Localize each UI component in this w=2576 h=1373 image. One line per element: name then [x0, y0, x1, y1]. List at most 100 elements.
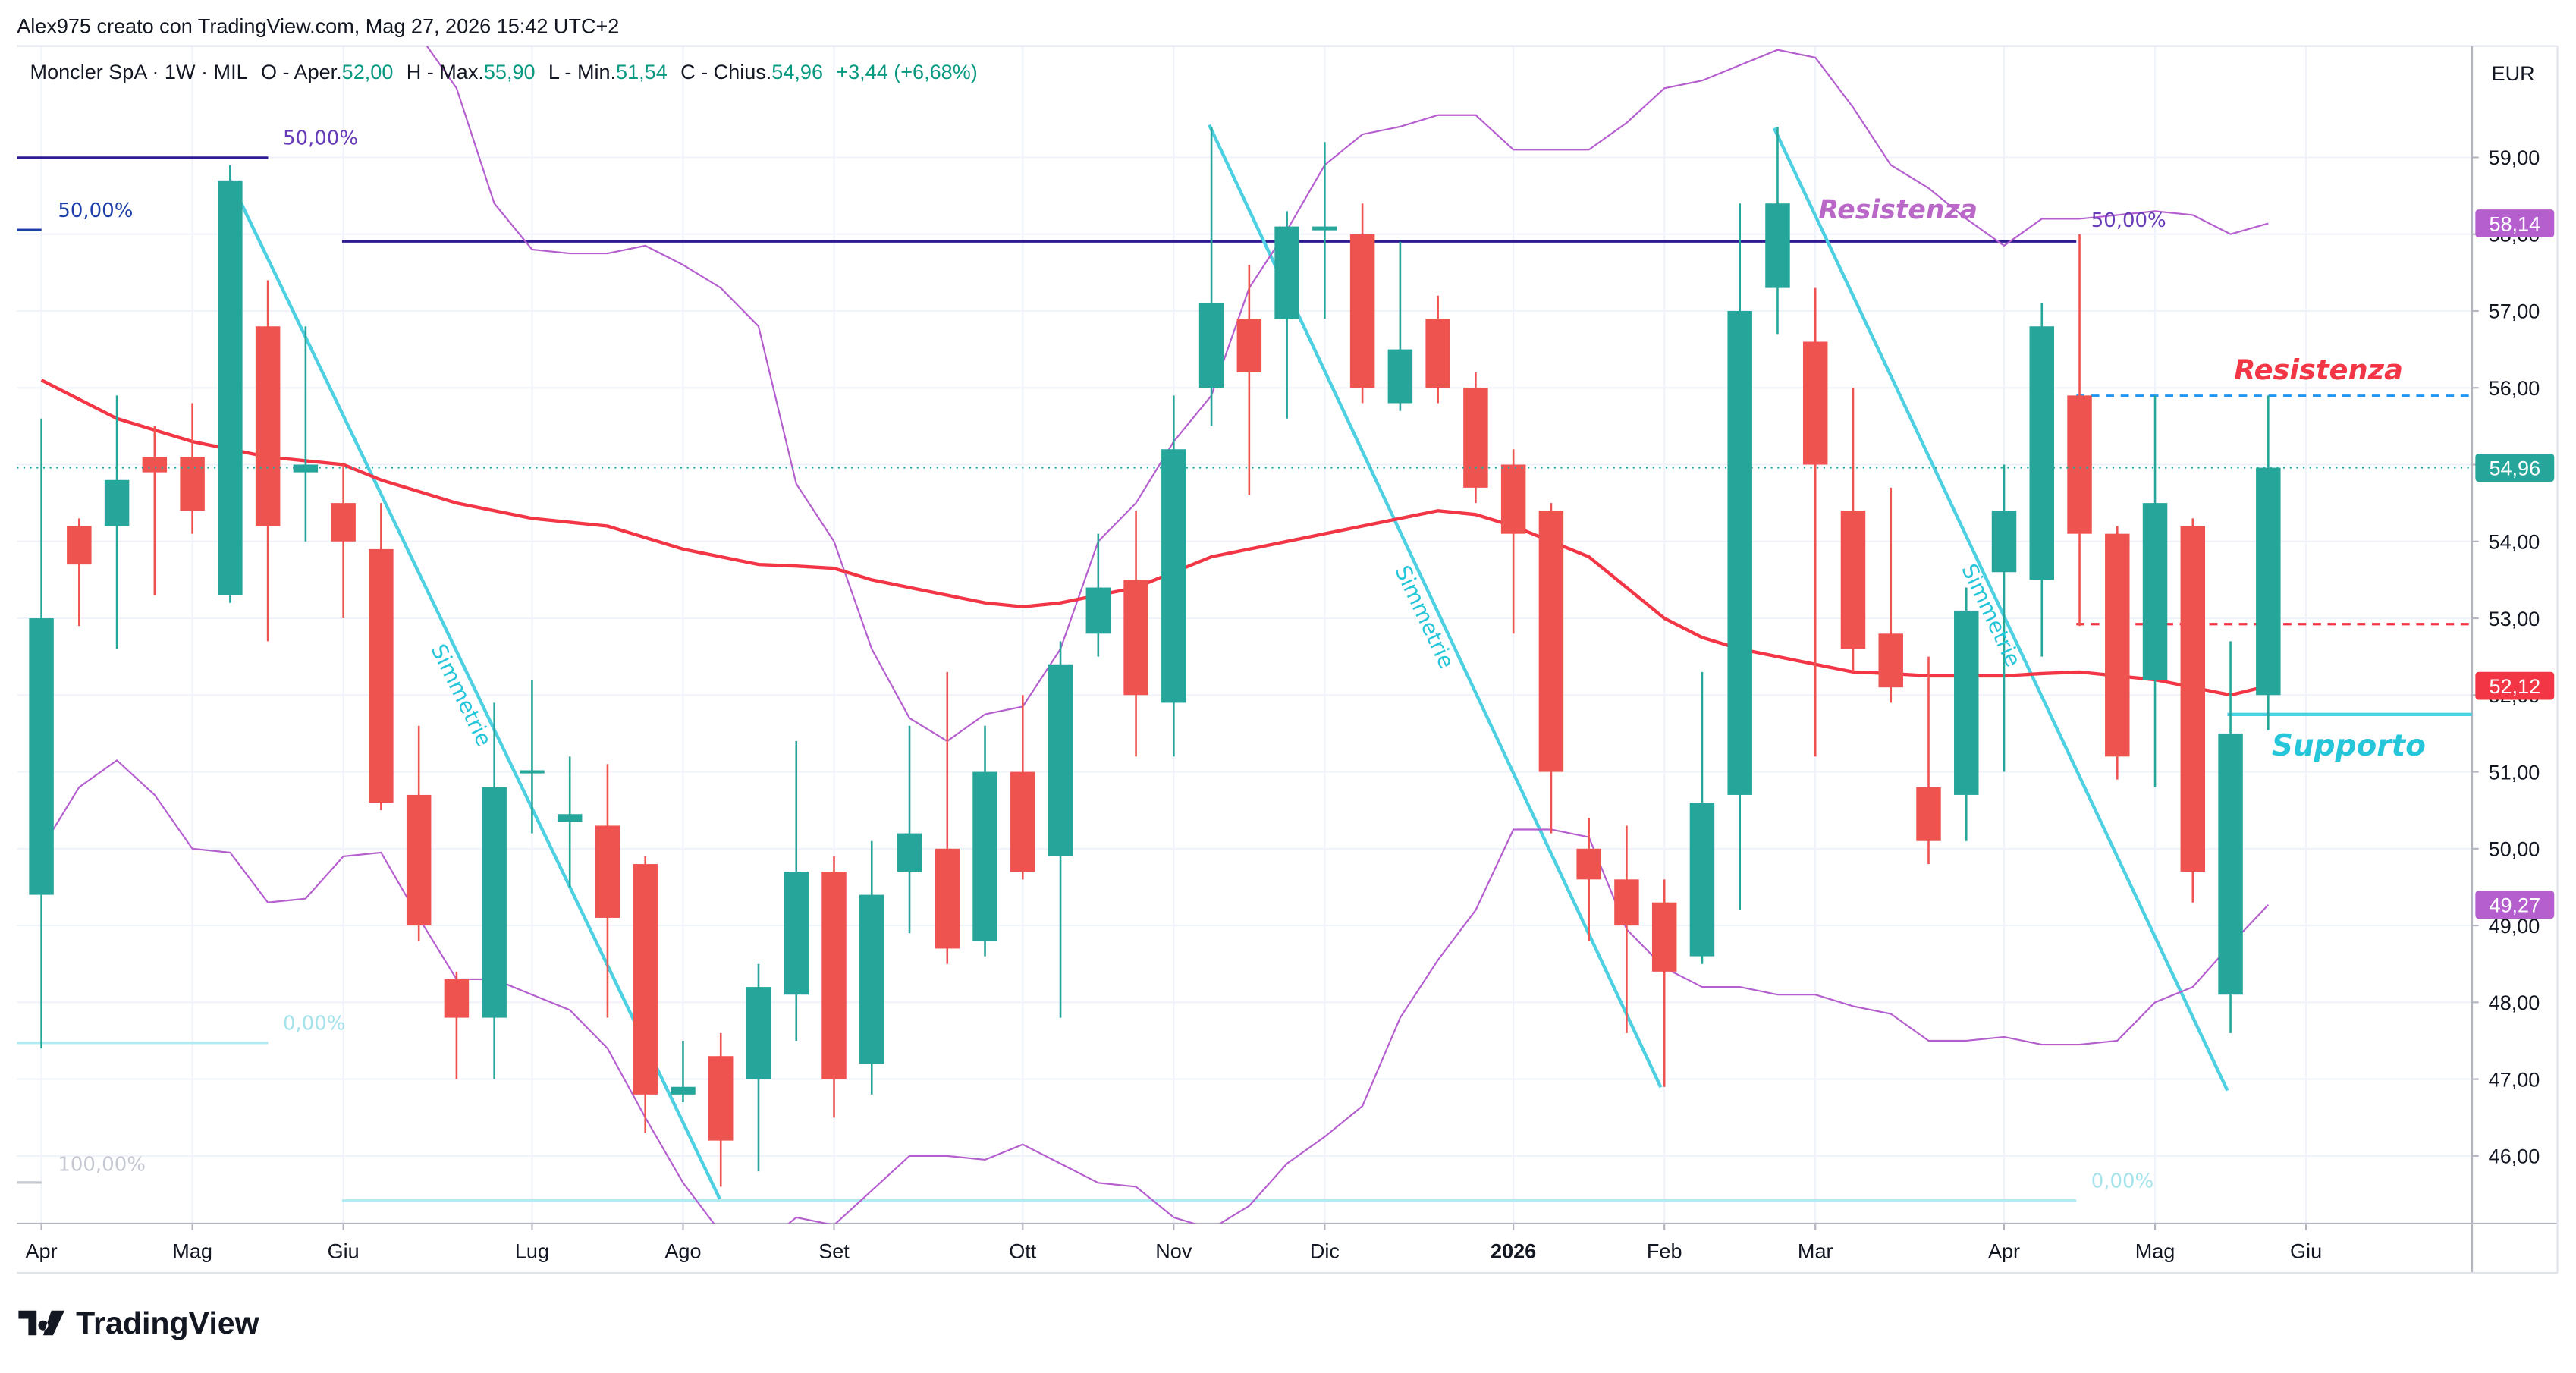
x-tick-label: Apr — [26, 1239, 58, 1262]
y-tick-label: 56,00 — [2489, 377, 2540, 400]
axes: 46,0047,0048,0049,0050,0051,0052,0053,00… — [26, 146, 2555, 1262]
lower-band-tag: 49,27 — [2489, 894, 2540, 916]
candle-body — [671, 1086, 696, 1095]
legend-item: 51,54 — [616, 61, 668, 83]
candle-body — [218, 180, 243, 595]
x-tick-label: Mag — [2135, 1239, 2175, 1262]
candle-body — [520, 770, 545, 774]
plot: 50,00% 50,00% 0,00% 100,00% 50,00% 0,00%… — [17, 46, 2473, 1224]
candle-body — [557, 814, 583, 822]
candle-body — [633, 864, 658, 1095]
legend-item: 52,00 — [342, 61, 394, 83]
last-price-tag-box — [2475, 454, 2555, 482]
y-tick-label: 53,00 — [2489, 608, 2540, 630]
candle-body — [2218, 733, 2243, 995]
candle-body — [444, 979, 470, 1018]
candle-body — [595, 825, 620, 918]
credit: Alex975 creato con TradingView.com, Mag … — [17, 14, 619, 37]
candle-body — [2029, 326, 2055, 580]
fib-label: 100,00% — [58, 1154, 146, 1177]
logo: TradingView — [18, 1305, 260, 1340]
y-tick-label: 48,00 — [2489, 991, 2540, 1014]
x-tick-label: Set — [818, 1239, 850, 1262]
candle-body — [1802, 341, 1828, 465]
x-tick-label: Giu — [328, 1239, 360, 1262]
y-tick-label: 51,00 — [2489, 761, 2540, 784]
candle-body — [255, 326, 281, 526]
candle-body — [29, 618, 54, 895]
currency: EUR — [2492, 62, 2535, 85]
brand: TradingView — [76, 1305, 260, 1340]
candle-body — [1198, 303, 1224, 388]
lower-band-tag-box — [2475, 891, 2555, 919]
y-tick-label: 50,00 — [2489, 838, 2540, 861]
candle-body — [746, 987, 771, 1079]
fib-label: 0,00% — [283, 1013, 346, 1035]
candle-body — [1765, 203, 1790, 288]
x-tick-label: 2026 — [1491, 1239, 1536, 1262]
candle-body — [1349, 234, 1375, 388]
x-tick-label: Mar — [1798, 1239, 1833, 1262]
candle-body — [2256, 467, 2281, 696]
upper-band-tag-box — [2475, 209, 2555, 237]
legend-item: H - Max. — [407, 61, 484, 83]
legend: Moncler SpA · 1W · MIL O - Aper.52,00 H - … — [30, 61, 978, 83]
fib-label: 50,00% — [2091, 209, 2166, 232]
candle-body — [2105, 533, 2130, 757]
candle-body — [972, 771, 997, 941]
resistance-label: Resistenza — [1818, 195, 1978, 225]
candle-body — [1236, 319, 1262, 372]
candle-body — [859, 894, 884, 1064]
candle-body — [1274, 226, 1299, 319]
y-tick-label: 47,00 — [2489, 1068, 2540, 1091]
candle-body — [1651, 902, 1677, 972]
candle-body — [1312, 226, 1337, 231]
candle-body — [482, 787, 507, 1018]
candle-body — [1425, 319, 1450, 388]
candle-body — [1727, 310, 1752, 795]
y-tick-label: 59,00 — [2489, 146, 2540, 169]
resistance-label: Resistenza — [2234, 353, 2403, 386]
candle-body — [1500, 464, 1526, 534]
legend-item: C - Chius. — [680, 61, 771, 83]
candle-body — [1954, 610, 1979, 795]
fib-label: 0,00% — [2091, 1170, 2154, 1192]
candle-body — [1878, 633, 1903, 688]
fib-label: 50,00% — [58, 200, 133, 222]
legend-item: O - Aper. — [261, 61, 342, 83]
x-tick-label: Feb — [1647, 1239, 1682, 1262]
candle-body — [1387, 349, 1413, 404]
candle-body — [1538, 511, 1564, 772]
candle-body — [406, 794, 432, 926]
x-tick-label: Ott — [1009, 1239, 1037, 1262]
legend-item: 54,96 — [771, 61, 823, 83]
legend-item: +3,44 (+6,68%) — [836, 61, 977, 83]
candle-body — [2067, 395, 2092, 534]
y-tick-label: 54,00 — [2489, 531, 2540, 554]
candle-body — [1991, 511, 2017, 573]
candle-body — [2142, 503, 2168, 680]
candle-body — [180, 457, 205, 511]
x-tick-label: Apr — [1988, 1239, 2020, 1262]
x-tick-label: Mag — [172, 1239, 212, 1262]
candle-body — [1840, 511, 1866, 649]
legend-title: Moncler SpA · 1W · MIL — [30, 61, 248, 83]
candle-body — [708, 1056, 734, 1141]
candle-body — [1161, 449, 1186, 703]
candle-body — [1048, 664, 1073, 856]
legend-item: L - Min. — [548, 61, 616, 83]
last-price-tag: 54,96 — [2489, 457, 2540, 479]
candle-body — [821, 872, 847, 1079]
upper-band-tag: 58,14 — [2489, 212, 2540, 235]
candle-body — [67, 526, 92, 565]
y-tick-label: 46,00 — [2489, 1145, 2540, 1168]
candle-body — [1463, 388, 1488, 488]
candle-body — [1614, 879, 1639, 926]
candle-body — [142, 457, 168, 473]
series — [17, 46, 2473, 1224]
candle-body — [369, 548, 394, 803]
candle-body — [1085, 587, 1111, 634]
candle-body — [1689, 803, 1715, 957]
candle-body — [1010, 771, 1035, 872]
